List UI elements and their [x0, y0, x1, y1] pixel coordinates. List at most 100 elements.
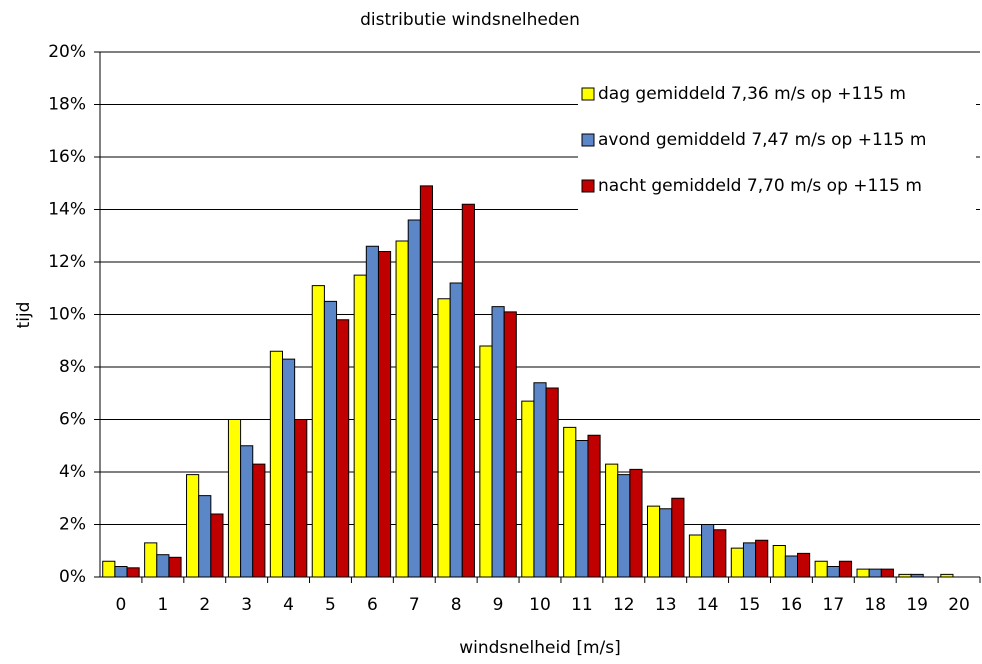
bar [407, 219, 421, 578]
bar [126, 567, 140, 578]
chart-title: distributie windsnelheden [360, 10, 580, 30]
bar [336, 319, 350, 578]
x-tick-label: 4 [283, 595, 294, 615]
bar [671, 497, 685, 578]
bar [587, 434, 601, 578]
bar [449, 282, 463, 578]
legend-label: nacht gemiddeld 7,70 m/s op +115 m [598, 176, 922, 196]
bar [281, 358, 296, 578]
bar [742, 542, 757, 578]
bar [437, 298, 451, 578]
x-tick-label: 1 [157, 595, 168, 615]
x-tick-label: 9 [493, 595, 504, 615]
bar [168, 556, 182, 578]
y-tick-label: 14% [48, 200, 86, 220]
bar [377, 251, 392, 578]
bar [144, 542, 158, 578]
bar [856, 568, 870, 578]
bar [814, 560, 828, 578]
bar [102, 560, 116, 578]
legend-swatch [581, 133, 595, 147]
bar [880, 568, 894, 578]
bar [713, 529, 727, 578]
x-tick-label: 8 [451, 595, 462, 615]
y-tick-label: 6% [59, 410, 86, 430]
bar [659, 508, 673, 578]
bar [575, 440, 589, 578]
x-tick-label: 18 [864, 595, 886, 615]
x-tick-label: 16 [781, 595, 803, 615]
x-tick-label: 17 [823, 595, 845, 615]
y-tick-label: 0% [59, 567, 86, 587]
bar [479, 345, 493, 578]
bar [491, 306, 505, 578]
x-tick-label: 10 [529, 595, 551, 615]
bar [629, 468, 643, 578]
x-tick-label: 19 [906, 595, 928, 615]
x-tick-label: 14 [697, 595, 719, 615]
x-tick-label: 15 [739, 595, 761, 615]
y-tick-label: 10% [48, 305, 86, 325]
x-tick-label: 13 [655, 595, 677, 615]
bar [461, 203, 475, 578]
bar [797, 552, 811, 578]
bar [210, 513, 224, 578]
bar [605, 463, 619, 578]
bar [186, 474, 200, 578]
x-tick-label: 7 [409, 595, 420, 615]
legend-label: avond gemiddeld 7,47 m/s op +115 m [598, 130, 926, 150]
y-tick-label: 4% [59, 462, 86, 482]
bar [353, 274, 367, 578]
bar [755, 539, 769, 578]
x-tick-label: 5 [325, 595, 336, 615]
y-tick-label: 2% [59, 515, 86, 535]
bar [688, 534, 703, 578]
y-tick-label: 12% [48, 252, 86, 272]
bar [252, 463, 266, 578]
bar [784, 555, 799, 578]
y-tick-label: 18% [48, 95, 86, 115]
bar [365, 245, 379, 578]
bar [646, 505, 661, 578]
bar [533, 382, 547, 578]
bar [521, 400, 535, 578]
legend-label: dag gemiddeld 7,36 m/s op +115 m [598, 84, 906, 104]
x-tick-label: 12 [613, 595, 635, 615]
x-tick-label: 11 [571, 595, 593, 615]
bar [701, 524, 715, 578]
bar [311, 285, 325, 578]
y-tick-label: 8% [59, 357, 86, 377]
bar [617, 474, 631, 578]
bar [826, 566, 840, 578]
legend-swatch [581, 87, 595, 101]
y-axis-label: tijd [14, 302, 34, 329]
bar [868, 568, 882, 578]
bar [395, 240, 409, 578]
x-tick-label: 0 [116, 595, 127, 615]
bar [269, 350, 283, 578]
x-tick-label: 20 [948, 595, 970, 615]
x-axis-label: windsnelheid [m/s] [459, 638, 621, 658]
bar [156, 554, 170, 578]
bar [563, 426, 577, 578]
x-tick-label: 3 [241, 595, 252, 615]
bar [227, 419, 242, 578]
bar [545, 387, 559, 578]
bar [419, 185, 434, 578]
bar [240, 445, 254, 578]
bar [114, 566, 128, 578]
bar [323, 300, 338, 578]
legend-box [578, 78, 976, 216]
y-tick-label: 20% [48, 42, 86, 62]
legend-swatch [581, 179, 595, 193]
x-tick-label: 2 [199, 595, 210, 615]
bar [503, 311, 517, 578]
bar [838, 560, 853, 578]
bar [294, 419, 308, 578]
bar [198, 495, 212, 578]
y-tick-label: 16% [48, 147, 86, 167]
x-tick-label: 6 [367, 595, 378, 615]
bar [730, 547, 744, 578]
bar [772, 545, 786, 578]
